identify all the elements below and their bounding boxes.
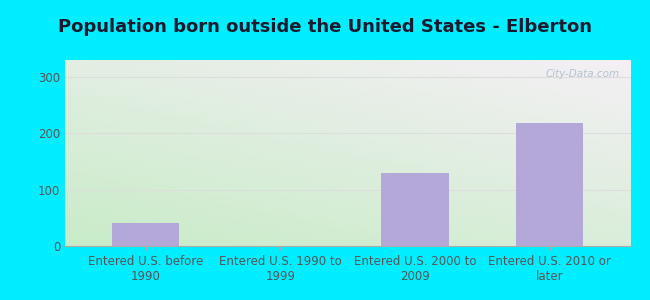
Bar [516, 123, 583, 246]
Bar [382, 173, 448, 246]
Text: Population born outside the United States - Elberton: Population born outside the United State… [58, 18, 592, 36]
Text: City-Data.com: City-Data.com [545, 69, 619, 79]
Bar [112, 224, 179, 246]
